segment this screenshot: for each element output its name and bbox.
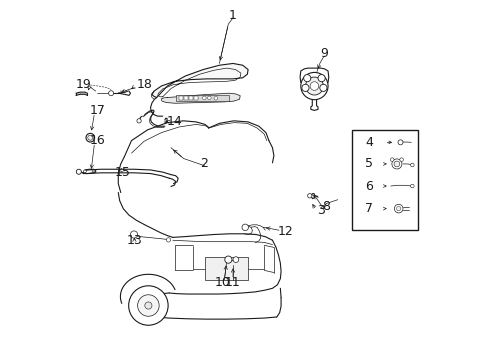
Text: 18: 18	[137, 78, 152, 91]
Circle shape	[130, 231, 137, 238]
Circle shape	[83, 170, 86, 173]
Circle shape	[144, 302, 152, 309]
Text: 2: 2	[200, 157, 208, 170]
Circle shape	[319, 84, 326, 91]
Text: 15: 15	[114, 166, 130, 179]
Circle shape	[309, 82, 318, 90]
Circle shape	[394, 204, 402, 213]
Text: 9: 9	[320, 47, 327, 60]
Circle shape	[137, 119, 141, 123]
Text: 16: 16	[89, 134, 105, 147]
Circle shape	[389, 158, 393, 161]
Text: 19: 19	[75, 78, 91, 91]
Text: 8: 8	[322, 200, 329, 213]
Circle shape	[92, 170, 94, 172]
Circle shape	[300, 72, 327, 100]
Text: 4: 4	[365, 136, 372, 149]
Circle shape	[125, 90, 126, 91]
Text: 7: 7	[365, 202, 372, 215]
FancyBboxPatch shape	[204, 257, 247, 280]
Text: 11: 11	[224, 276, 240, 289]
Text: 17: 17	[89, 104, 105, 117]
Circle shape	[303, 75, 310, 82]
Bar	[179, 96, 183, 100]
Circle shape	[396, 207, 400, 211]
Text: 5: 5	[365, 157, 372, 170]
Polygon shape	[161, 93, 240, 103]
Circle shape	[137, 295, 159, 316]
Circle shape	[108, 91, 113, 96]
Text: 6: 6	[365, 180, 372, 193]
Polygon shape	[152, 63, 247, 98]
Circle shape	[86, 134, 94, 142]
Text: 3: 3	[316, 204, 324, 217]
Text: 10: 10	[214, 276, 230, 289]
Bar	[189, 96, 192, 100]
Circle shape	[242, 224, 248, 230]
Circle shape	[393, 161, 399, 167]
Circle shape	[88, 135, 93, 140]
Circle shape	[317, 75, 325, 82]
FancyBboxPatch shape	[176, 95, 229, 101]
Circle shape	[410, 163, 413, 167]
Circle shape	[399, 158, 403, 161]
Circle shape	[307, 194, 311, 198]
Circle shape	[305, 77, 323, 95]
Circle shape	[202, 96, 206, 100]
Circle shape	[233, 257, 238, 262]
Circle shape	[207, 96, 211, 100]
Circle shape	[122, 90, 124, 91]
Circle shape	[301, 84, 308, 91]
Circle shape	[127, 91, 129, 92]
Bar	[351, 130, 418, 230]
Text: 13: 13	[126, 234, 142, 247]
Bar	[194, 96, 198, 100]
Circle shape	[120, 90, 121, 92]
Circle shape	[76, 169, 81, 174]
Bar	[184, 96, 187, 100]
Circle shape	[224, 256, 231, 263]
Circle shape	[397, 140, 402, 145]
Text: 12: 12	[277, 225, 293, 238]
Text: 1: 1	[228, 9, 237, 22]
Circle shape	[410, 184, 413, 188]
Circle shape	[214, 96, 217, 100]
Circle shape	[391, 159, 401, 169]
Circle shape	[166, 238, 170, 242]
Text: 14: 14	[166, 116, 182, 129]
Circle shape	[128, 286, 168, 325]
